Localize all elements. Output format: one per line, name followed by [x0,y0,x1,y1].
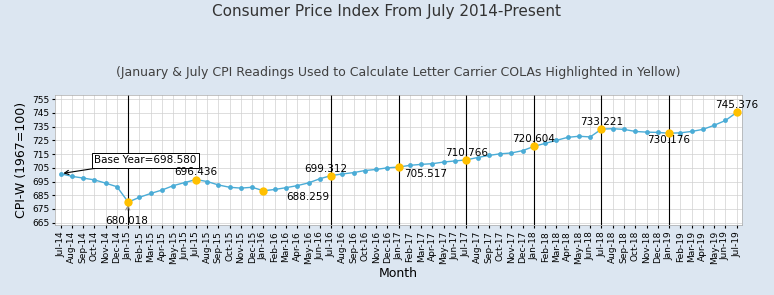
Text: 705.517: 705.517 [404,169,447,179]
Text: 733.221: 733.221 [580,117,623,127]
Text: 710.766: 710.766 [445,148,488,158]
Text: Base Year=698.580: Base Year=698.580 [64,155,197,175]
Text: 699.312: 699.312 [304,163,347,173]
Text: 696.436: 696.436 [174,168,217,178]
X-axis label: Month: Month [379,267,418,280]
Text: 745.376: 745.376 [715,100,759,110]
Text: 688.259: 688.259 [286,192,329,202]
Text: 730.176: 730.176 [648,135,690,145]
Title: (January & July CPI Readings Used to Calculate Letter Carrier COLAs Highlighted : (January & July CPI Readings Used to Cal… [116,66,681,79]
Y-axis label: CPI-W (1967=100): CPI-W (1967=100) [15,102,28,218]
Text: 680.018: 680.018 [106,206,149,226]
Text: 720.604: 720.604 [512,134,555,144]
Text: Consumer Price Index From July 2014-Present: Consumer Price Index From July 2014-Pres… [213,4,561,19]
